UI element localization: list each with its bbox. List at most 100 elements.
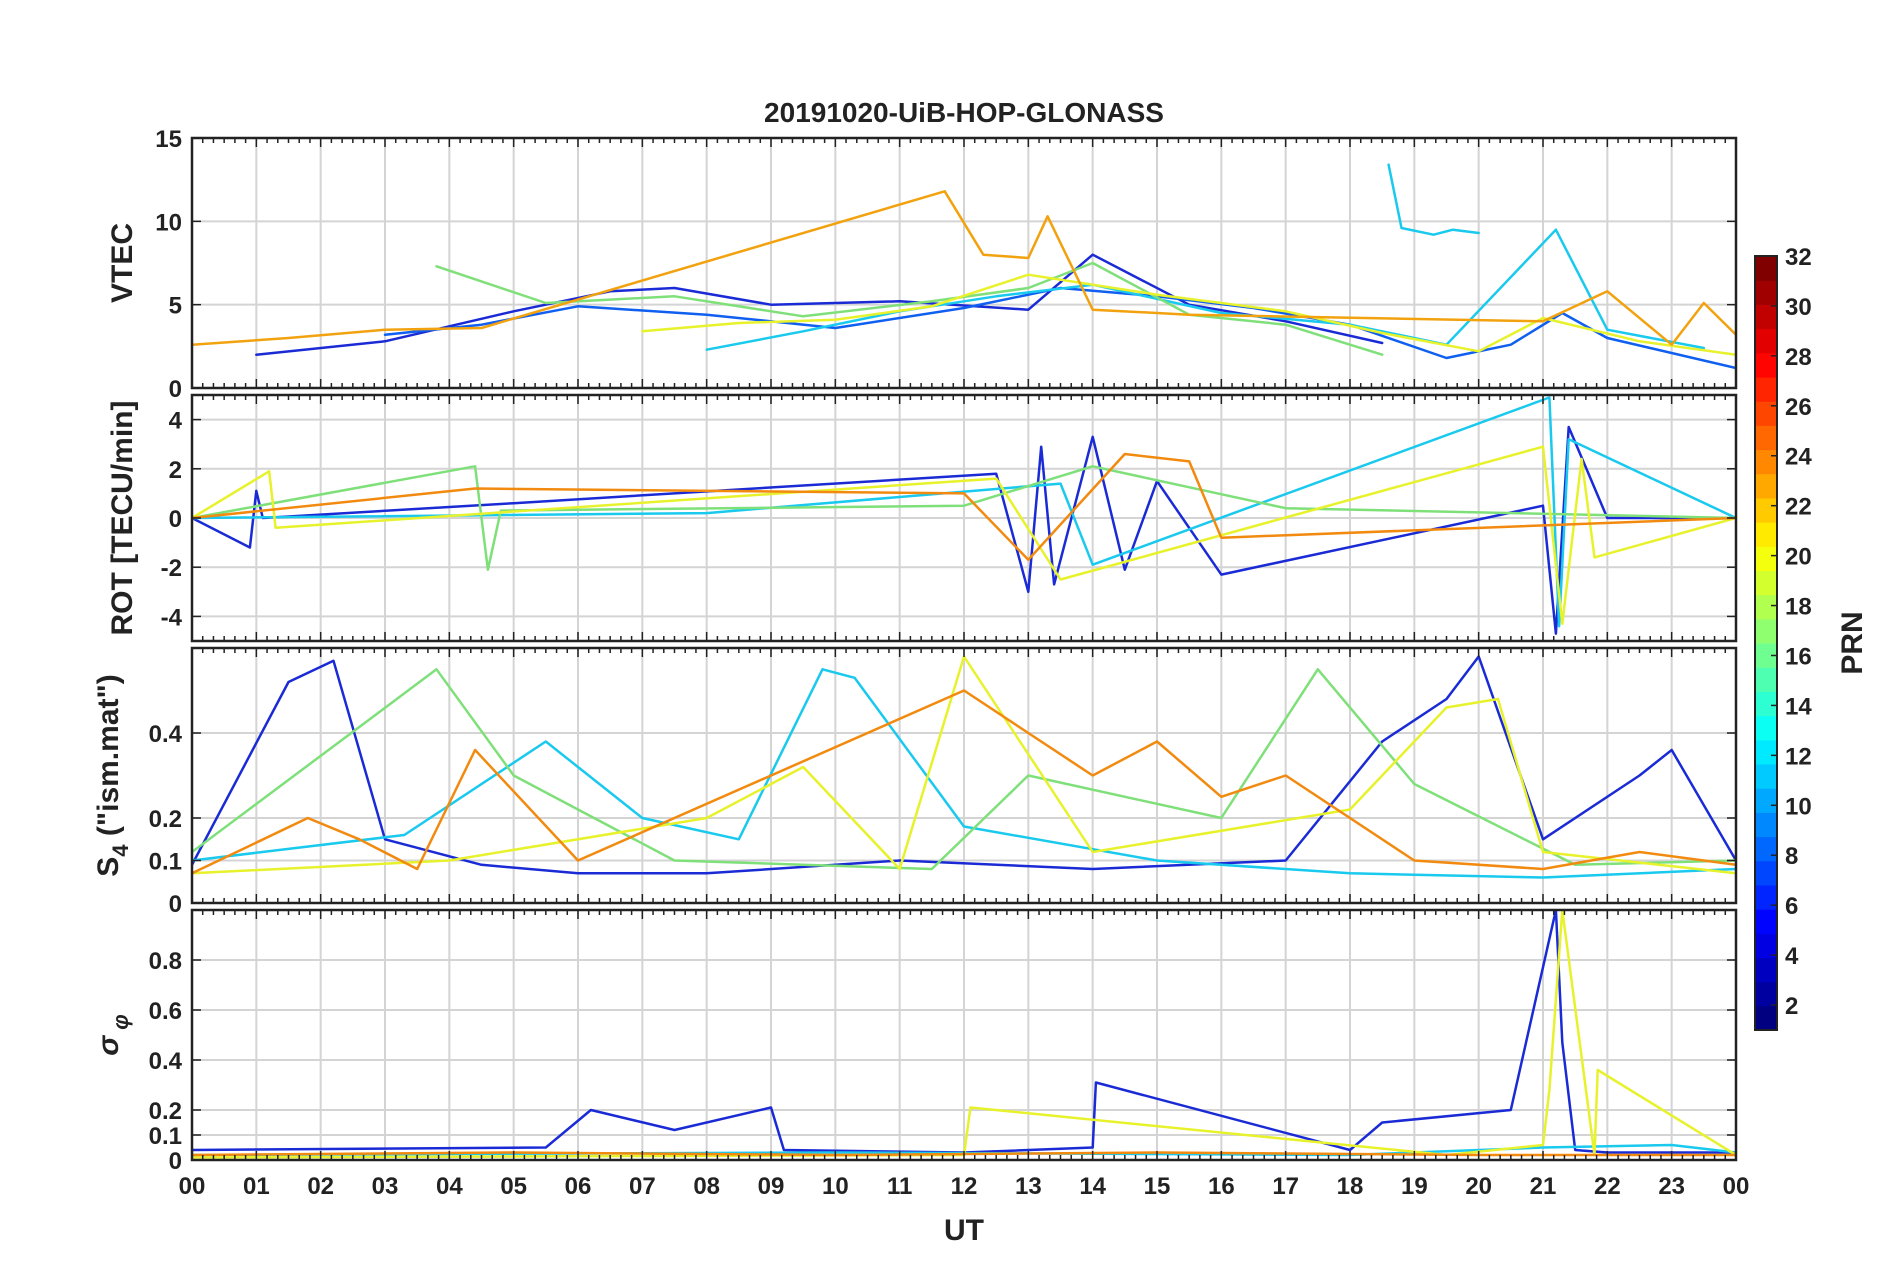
y-tick-label: 0 bbox=[169, 891, 182, 918]
series-line-prn-3 bbox=[192, 655, 1736, 875]
colorbar-tick-label: 14 bbox=[1785, 693, 1812, 720]
panel-vtec: 0 5 10 15 VTEC bbox=[106, 126, 1738, 403]
colorbar-segment bbox=[1755, 449, 1777, 475]
colorbar-tick-label: 32 bbox=[1785, 244, 1812, 271]
y-tick-label: 0 bbox=[169, 1148, 182, 1175]
panel-s4: 0 0.1 0.2 0.4 S4 ("ism.mat") bbox=[92, 646, 1738, 918]
colorbar-segment bbox=[1755, 667, 1777, 692]
x-tick-label: 06 bbox=[565, 1173, 592, 1200]
colorbar-segment bbox=[1755, 909, 1777, 934]
colorbar-segment bbox=[1755, 715, 1777, 741]
y-tick-label: 0.2 bbox=[149, 806, 182, 833]
colorbar-tick-label: 16 bbox=[1785, 643, 1812, 670]
y-tick-label: -2 bbox=[161, 555, 182, 582]
colorbar-label: PRN bbox=[1836, 611, 1869, 674]
y-axis-label: S4 ("ism.mat") bbox=[92, 674, 133, 876]
colorbar-segment bbox=[1755, 884, 1777, 910]
colorbar-segment bbox=[1755, 497, 1777, 523]
x-tick-label: 19 bbox=[1401, 1173, 1428, 1200]
colorbar-tick-label: 12 bbox=[1785, 743, 1812, 770]
series-line-prn-19 bbox=[192, 910, 1736, 1159]
colorbar-segment bbox=[1755, 473, 1777, 499]
x-tick-label: 21 bbox=[1530, 1173, 1557, 1200]
x-tick-label: 05 bbox=[500, 1173, 527, 1200]
x-tick-label: 04 bbox=[436, 1173, 463, 1200]
x-tick-label: 23 bbox=[1658, 1173, 1685, 1200]
colorbar-segment bbox=[1755, 1005, 1777, 1031]
colorbar-segment bbox=[1755, 570, 1777, 596]
x-tick-label: 17 bbox=[1272, 1173, 1299, 1200]
colorbar-tick-label: 8 bbox=[1785, 843, 1798, 870]
series-line-prn-12 bbox=[192, 668, 1736, 879]
x-tick-label: 18 bbox=[1337, 1173, 1364, 1200]
y-tick-label: 0.1 bbox=[149, 849, 182, 876]
colorbar-segment bbox=[1755, 812, 1777, 838]
chart-title: 20191020-UiB-HOP-GLONASS bbox=[764, 97, 1164, 128]
y-tick-label: -4 bbox=[161, 604, 183, 631]
colorbar-segment bbox=[1755, 763, 1777, 789]
series-line-prn-12 bbox=[705, 228, 1706, 351]
x-tick-label: 14 bbox=[1079, 1173, 1106, 1200]
colorbar-frame bbox=[1754, 255, 1778, 1031]
panel-sigma_phi: 00.10.2 0.4 0.6 0.8 σ φ bbox=[92, 908, 1738, 1175]
colorbar-segment bbox=[1755, 981, 1777, 1007]
panel-frame bbox=[190, 908, 1738, 1162]
y-tick-label: 2 bbox=[169, 457, 182, 484]
y-tick-label: 0.4 bbox=[149, 721, 183, 748]
x-tick-label: 02 bbox=[307, 1173, 334, 1200]
colorbar-segment bbox=[1755, 594, 1777, 620]
colorbar-tick-label: 2 bbox=[1785, 993, 1798, 1020]
series-line-prn-22 bbox=[192, 689, 1736, 875]
series-line-prn-13 bbox=[1387, 163, 1480, 236]
series-line-prn-3 bbox=[255, 253, 1384, 356]
colorbar-segment bbox=[1755, 256, 1777, 281]
colorbar-segment bbox=[1755, 860, 1777, 886]
x-tick-label: 16 bbox=[1208, 1173, 1235, 1200]
series-group bbox=[192, 655, 1736, 879]
series-line-prn-20 bbox=[192, 445, 1736, 626]
x-tick-label: 13 bbox=[1015, 1173, 1042, 1200]
panel-frame bbox=[190, 393, 1738, 643]
colorbar-segment bbox=[1755, 691, 1777, 717]
y-tick-label: 0 bbox=[169, 376, 182, 403]
x-tick-label: 20 bbox=[1465, 1173, 1492, 1200]
series-group bbox=[192, 163, 1736, 370]
colorbar-segment bbox=[1755, 352, 1777, 378]
series-line-prn-19 bbox=[192, 655, 1736, 875]
y-tick-label: 0.8 bbox=[149, 948, 182, 975]
y-tick-label: 0 bbox=[169, 506, 182, 533]
y-axis-label: VTEC bbox=[106, 223, 139, 303]
x-tick-label: 12 bbox=[951, 1173, 978, 1200]
colorbar-tick-label: 28 bbox=[1785, 344, 1812, 371]
colorbar-segment bbox=[1755, 836, 1777, 862]
y-tick-label: 4 bbox=[169, 408, 183, 435]
y-axis-label: σ φ bbox=[92, 1014, 133, 1056]
x-tick-label: 00 bbox=[179, 1173, 206, 1200]
y-tick-label: 15 bbox=[155, 126, 182, 153]
x-axis-label: UT bbox=[944, 1214, 984, 1247]
colorbar-segment bbox=[1755, 522, 1777, 547]
series-line-prn-17 bbox=[192, 465, 1736, 571]
series-group bbox=[192, 396, 1736, 635]
series-line-prn-22 bbox=[192, 190, 1736, 346]
colorbar-segment bbox=[1755, 618, 1777, 644]
colorbar-segment bbox=[1755, 401, 1777, 426]
colorbar-segment bbox=[1755, 376, 1777, 402]
panel-frame bbox=[190, 646, 1738, 905]
y-tick-label: 5 bbox=[169, 293, 182, 320]
x-tick-label: 08 bbox=[693, 1173, 720, 1200]
colorbar-segment bbox=[1755, 933, 1777, 959]
colorbar-tick-label: 20 bbox=[1785, 544, 1812, 571]
colorbar-tick-label: 4 bbox=[1785, 943, 1799, 970]
panel-rot: -4 -2 0 2 4 ROT [TECU/min] bbox=[106, 393, 1738, 643]
x-tick-label: 01 bbox=[243, 1173, 270, 1200]
y-tick-label: 0.2 bbox=[149, 1098, 182, 1125]
x-tick-label: 15 bbox=[1144, 1173, 1171, 1200]
y-tick-label: 0.4 bbox=[149, 1048, 183, 1075]
y-tick-label: 0.6 bbox=[149, 998, 182, 1025]
colorbar-segment bbox=[1755, 957, 1777, 983]
x-tick-label: 07 bbox=[629, 1173, 656, 1200]
